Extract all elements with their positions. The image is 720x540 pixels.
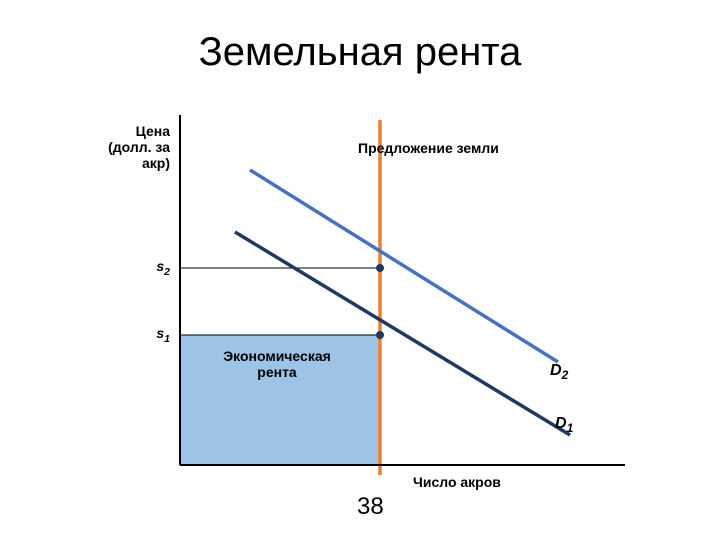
y-axis-label-l1: Цена [136,123,170,139]
tick-s2-sub: 2 [164,266,170,278]
curve-label-d1: D1 [555,415,573,435]
tick-s1-sub: 1 [164,333,170,345]
tick-s2-prefix: s [156,258,164,274]
slide-root: Земельная рента Цена (долл. за акр) Пред… [0,0,720,540]
x-axis-label: Число акров [413,474,501,490]
supply-label: Предложение земли [358,140,499,156]
rent-label-l2: рента [257,364,296,380]
d2-prefix: D [550,362,562,379]
tick-s2: s2 [140,258,170,278]
page-number: 38 [357,493,384,521]
curve-label-d2: D2 [550,362,568,382]
y-axis-label-l2: (долл. за [108,139,170,155]
rent-label: Экономическая рента [197,348,357,380]
d1-prefix: D [555,415,567,432]
d1-sub: 1 [567,421,574,435]
rent-label-l1: Экономическая [223,348,331,364]
y-axis-label-l3: акр) [142,155,170,171]
chart-svg [0,0,720,540]
tick-s1-prefix: s [156,325,164,341]
chart-container [0,0,720,540]
d2-sub: 2 [562,368,569,382]
tick-s1: s1 [140,325,170,345]
y-axis-label: Цена (долл. за акр) [95,123,170,171]
